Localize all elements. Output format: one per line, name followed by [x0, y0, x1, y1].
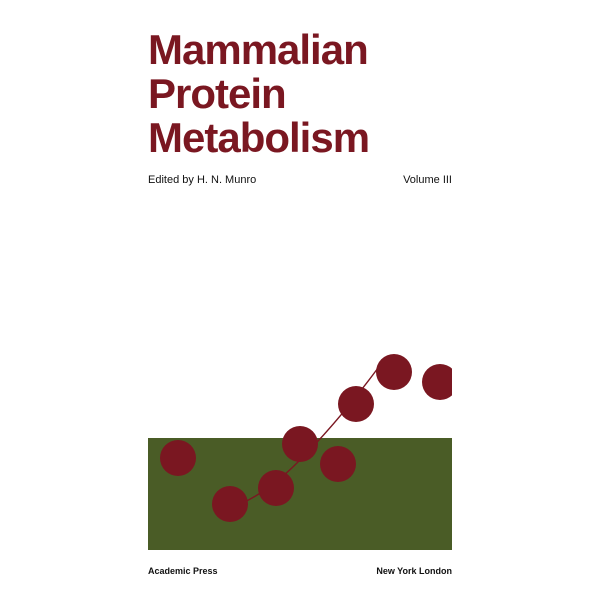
volume-label: Volume III	[403, 174, 452, 186]
data-point	[422, 364, 452, 400]
book-cover: Mammalian Protein Metabolism Edited by H…	[112, 0, 488, 600]
title-line-3: Metabolism	[148, 116, 369, 160]
title-line-2: Protein	[148, 72, 369, 116]
editor-prefix: Edited by	[148, 174, 194, 186]
data-point	[212, 486, 248, 522]
editor-name: H. N. Munro	[197, 174, 256, 186]
scatter-chart	[148, 352, 452, 532]
footer-row: Academic Press New York London	[148, 566, 452, 576]
data-point	[282, 426, 318, 462]
data-point	[376, 354, 412, 390]
data-point	[320, 446, 356, 482]
data-point	[338, 386, 374, 422]
editor-credit: Edited by H. N. Munro	[148, 174, 256, 186]
cities-label: New York London	[376, 566, 452, 576]
book-title: Mammalian Protein Metabolism	[148, 28, 369, 160]
data-point	[258, 470, 294, 506]
data-point	[160, 440, 196, 476]
page: Mammalian Protein Metabolism Edited by H…	[0, 0, 600, 600]
publisher-label: Academic Press	[148, 566, 218, 576]
editor-row: Edited by H. N. Munro Volume III	[148, 174, 452, 186]
title-line-1: Mammalian	[148, 28, 369, 72]
